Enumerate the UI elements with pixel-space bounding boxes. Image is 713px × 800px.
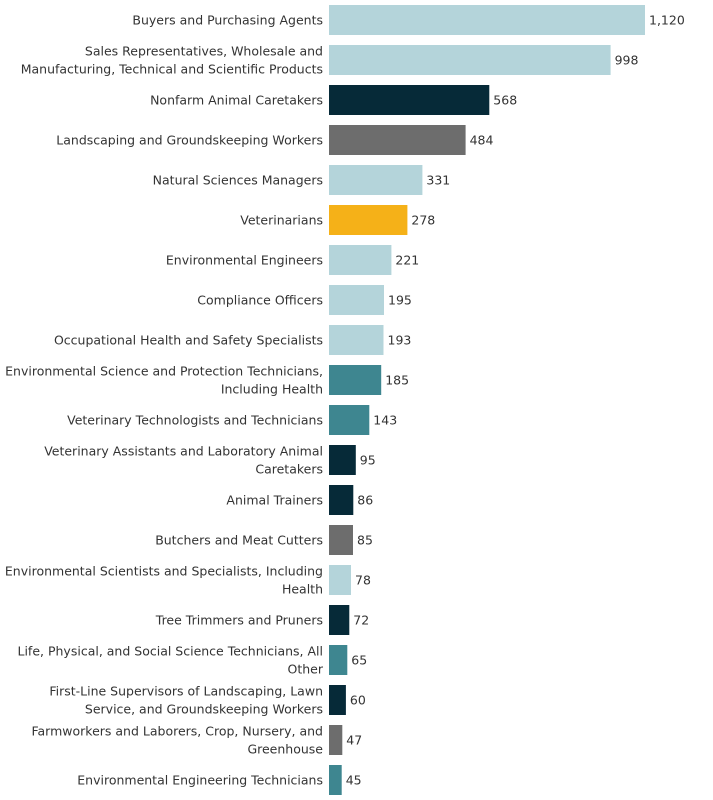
category-label-16: Tree Trimmers and Pruners	[155, 613, 323, 628]
bar-4	[329, 125, 466, 155]
category-label-line: Including Health	[221, 382, 323, 397]
category-label-line: Buyers and Purchasing Agents	[132, 13, 323, 28]
category-label-6: Veterinarians	[240, 213, 323, 228]
value-label-11: 143	[373, 413, 397, 428]
category-label-7: Environmental Engineers	[166, 253, 323, 268]
category-label-line: Veterinarians	[240, 213, 323, 228]
bar-12	[329, 445, 356, 475]
bar-18	[329, 685, 346, 715]
value-label-3: 568	[493, 93, 517, 108]
category-label-19: Farmworkers and Laborers, Crop, Nursery,…	[31, 724, 323, 757]
category-label-line: Sales Representatives, Wholesale and	[85, 44, 323, 59]
bar-2	[329, 45, 611, 75]
value-label-16: 72	[353, 613, 369, 628]
value-label-7: 221	[395, 253, 419, 268]
category-label-10: Environmental Science and Protection Tec…	[5, 364, 323, 397]
category-label-line: Veterinary Technologists and Technicians	[67, 413, 323, 428]
category-label-18: First-Line Supervisors of Landscaping, L…	[49, 684, 323, 717]
category-label-line: Animal Trainers	[226, 493, 323, 508]
value-label-2: 998	[615, 53, 639, 68]
category-label-14: Butchers and Meat Cutters	[155, 533, 323, 548]
value-label-10: 185	[385, 373, 409, 388]
category-label-line: Compliance Officers	[197, 293, 323, 308]
bar-16	[329, 605, 350, 635]
category-label-line: Tree Trimmers and Pruners	[155, 613, 323, 628]
category-label-5: Natural Sciences Managers	[153, 173, 323, 188]
bar-5	[329, 165, 423, 195]
category-label-line: Environmental Engineers	[166, 253, 323, 268]
value-label-20: 45	[346, 773, 362, 788]
value-labels-group: 1,120 998 568 484 331 278 221 195 193 185 143 95 86 8…	[346, 13, 685, 788]
category-label-8: Compliance Officers	[197, 293, 323, 308]
value-label-15: 78	[355, 573, 371, 588]
category-label-line: Nonfarm Animal Caretakers	[150, 93, 323, 108]
category-label-line: First-Line Supervisors of Landscaping, L…	[49, 684, 323, 699]
bar-1	[329, 5, 645, 35]
value-label-8: 195	[388, 293, 412, 308]
category-label-line: Health	[282, 582, 323, 597]
bar-10	[329, 365, 382, 395]
bar-9	[329, 325, 384, 355]
category-label-line: Veterinary Assistants and Laboratory Ani…	[44, 444, 323, 459]
value-label-6: 278	[411, 213, 435, 228]
category-label-line: Environmental Scientists and Specialists…	[5, 564, 323, 579]
bar-14	[329, 525, 353, 555]
bar-19	[329, 725, 343, 755]
value-label-18: 60	[350, 693, 366, 708]
bar-3	[329, 85, 490, 115]
category-labels-group: Buyers and Purchasing Agents Sales Repres…	[5, 13, 324, 788]
category-label-2: Sales Representatives, Wholesale and Manu…	[21, 44, 323, 77]
category-label-line: Butchers and Meat Cutters	[155, 533, 323, 548]
value-label-19: 47	[346, 733, 362, 748]
value-label-9: 193	[388, 333, 412, 348]
value-label-17: 65	[351, 653, 367, 668]
bar-6	[329, 205, 408, 235]
value-label-14: 85	[357, 533, 373, 548]
category-label-13: Animal Trainers	[226, 493, 323, 508]
category-label-4: Landscaping and Groundskeeping Workers	[56, 133, 323, 148]
category-label-line: Occupational Health and Safety Specialis…	[54, 333, 323, 348]
bar-15	[329, 565, 351, 595]
category-label-9: Occupational Health and Safety Specialis…	[54, 333, 323, 348]
bars-group	[329, 5, 645, 795]
category-label-15: Environmental Scientists and Specialists…	[5, 564, 323, 597]
category-label-line: Natural Sciences Managers	[153, 173, 323, 188]
value-label-4: 484	[470, 133, 494, 148]
category-label-line: Manufacturing, Technical and Scientific …	[21, 62, 323, 77]
category-label-3: Nonfarm Animal Caretakers	[150, 93, 323, 108]
value-label-5: 331	[426, 173, 450, 188]
bar-8	[329, 285, 384, 315]
value-label-12: 95	[360, 453, 376, 468]
category-label-20: Environmental Engineering Technicians	[77, 773, 323, 788]
category-label-line: Landscaping and Groundskeeping Workers	[56, 133, 323, 148]
category-label-1: Buyers and Purchasing Agents	[132, 13, 323, 28]
bar-13	[329, 485, 354, 515]
bar-11	[329, 405, 370, 435]
bar-7	[329, 245, 392, 275]
category-label-11: Veterinary Technologists and Technicians	[67, 413, 323, 428]
category-label-line: Environmental Science and Protection Tec…	[5, 364, 323, 379]
value-label-1: 1,120	[649, 13, 685, 28]
category-label-line: Other	[288, 662, 324, 677]
category-label-17: Life, Physical, and Social Science Techn…	[18, 644, 324, 677]
category-label-line: Environmental Engineering Technicians	[77, 773, 323, 788]
bar-17	[329, 645, 348, 675]
value-label-13: 86	[357, 493, 373, 508]
category-label-line: Farmworkers and Laborers, Crop, Nursery,…	[31, 724, 323, 739]
category-label-12: Veterinary Assistants and Laboratory Ani…	[44, 444, 323, 477]
category-label-line: Life, Physical, and Social Science Techn…	[18, 644, 324, 659]
category-label-line: Caretakers	[255, 462, 323, 477]
category-label-line: Service, and Groundskeeping Workers	[85, 702, 323, 717]
bar-20	[329, 765, 342, 795]
category-label-line: Greenhouse	[247, 742, 323, 757]
